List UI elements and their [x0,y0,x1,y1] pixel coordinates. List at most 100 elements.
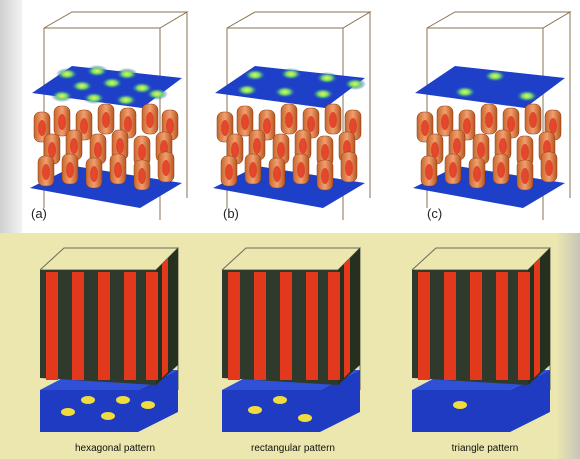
red-stripe [418,272,430,380]
red-stripe [444,272,456,380]
cylinder-core [273,166,281,182]
box-top-edge [226,11,372,29]
top-panel-a [30,11,189,220]
red-stripe [98,272,110,380]
floor-spot [298,414,312,422]
slab-spot [56,68,78,80]
red-stripe-side [534,258,540,378]
slab-spot [71,80,93,92]
floor-spot [116,396,130,404]
floor-front [222,370,360,432]
cylinder-core [431,142,439,158]
cylinder-core [80,118,88,134]
slab-spot [116,68,138,80]
cylinder-core [114,162,122,178]
red-stripe-side [344,258,350,378]
cylinder-core [102,112,110,128]
red-stripe [46,272,58,380]
cylinder-core [425,164,433,180]
red-stripe [124,272,136,380]
cylinder-core [48,142,56,158]
top-panel-c [413,11,572,220]
red-stripe-side [162,258,168,378]
floor-spot [248,406,262,414]
red-stripe [306,272,318,380]
box-top-edge [39,247,180,271]
cylinder-core [497,162,505,178]
cylinder-core [329,112,337,128]
cylinder-core [507,116,515,132]
panel-label-b: (b) [223,206,239,221]
box-top-edge [43,11,189,29]
slab-spot [101,77,123,89]
cylinder-core [38,120,46,136]
cylinder-core [521,144,529,160]
slab-spot [280,68,302,80]
top-panel-b [213,11,372,220]
cylinder-core [225,164,233,180]
cylinder-core [42,164,50,180]
cylinder-core [221,120,229,136]
cylinder-core [453,138,461,154]
cylinder-core [249,162,257,178]
slab-spot [516,90,538,102]
floor-front [40,370,178,432]
cylinder-core [321,144,329,160]
cylinder-core [449,162,457,178]
cylinder-core [297,162,305,178]
cylinder-core [473,166,481,182]
bottom-panel-rectangular [221,247,362,432]
cylinder-core [166,118,174,134]
slab-spot [146,88,168,100]
floor-spot [141,401,155,409]
red-stripe [496,272,508,380]
floor-spot [453,401,467,409]
floor-spot [101,412,115,420]
box-top-edge [426,11,572,29]
slab-spot [454,86,476,98]
red-stripe [280,272,292,380]
cylinder-core [58,114,66,130]
slab-spot [274,86,296,98]
caption-rectangular: rectangular pattern [251,443,335,454]
box-top-edge [411,247,552,271]
red-stripe [254,272,266,380]
red-stripe [328,272,340,380]
bottom-panel-triangle [411,247,552,432]
cylinder-core [90,166,98,182]
red-stripe [146,272,158,380]
cylinder-core [146,112,154,128]
slab-spot [484,70,506,82]
right-edge-shade [558,233,580,459]
left-edge-shade [0,0,22,233]
slab-spot [83,92,105,104]
cylinder-core [307,116,315,132]
cylinder-core [345,160,353,176]
cylinder-core [349,118,357,134]
box-top-edge [221,247,362,271]
floor-spot [273,396,287,404]
slab-spot [344,78,366,90]
slab-spot [244,69,266,81]
cylinder-core [162,160,170,176]
cylinder-core [138,168,146,184]
floor-spot [61,408,75,416]
caption-triangle: triangle pattern [451,443,519,454]
cylinder-core [66,162,74,178]
cylinder-core [477,142,485,158]
cylinder-core [421,120,429,136]
cylinder-core [549,118,557,134]
cylinder-core [116,138,124,154]
floor-spot [81,396,95,404]
cylinder-core [253,138,261,154]
red-stripe [72,272,84,380]
cylinder-core [521,168,529,184]
cylinder-core [485,112,493,128]
cylinder-core [285,112,293,128]
cylinder-core [94,142,102,158]
cylinder-core [545,160,553,176]
slab-spot [236,84,258,96]
cylinder-core [277,142,285,158]
cylinder-core [124,116,132,132]
